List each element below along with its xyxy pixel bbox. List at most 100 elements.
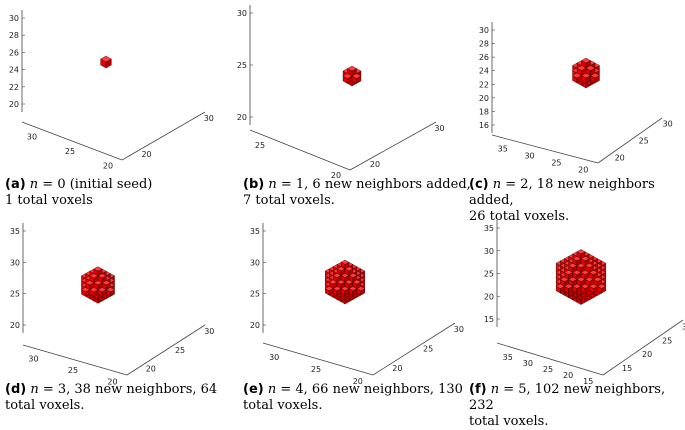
z-tick-label: 20 <box>250 321 260 330</box>
y-tick-label: 30 <box>663 120 673 129</box>
x-tick-label: 35 <box>503 353 513 362</box>
y-tick-label: 30 <box>682 323 685 332</box>
caption-variable: n <box>29 177 39 192</box>
y-tick-label: 30 <box>204 327 214 336</box>
caption-label: (c) <box>469 177 489 192</box>
z-tick-label: 35 <box>484 224 494 233</box>
caption-equation: = 2, 18 new neighbors added, <box>469 177 655 208</box>
voxel-cluster <box>342 65 362 87</box>
voxel-cluster <box>572 57 600 89</box>
voxel <box>572 256 582 266</box>
panel-c: 30 28 26 24 22 20 18 16 35 30 25 20 20 25 30 <box>456 0 685 175</box>
x-tick-label: 35 <box>498 144 508 153</box>
caption-total: total voxels. <box>243 398 323 413</box>
z-tick-label: 30 <box>237 9 247 18</box>
panel-f: 35 30 25 20 15 35 30 25 20 15 15 20 25 30 <box>456 215 685 386</box>
caption-total: 1 total voxels <box>5 193 93 208</box>
caption-total: 7 total voxels. <box>243 193 335 208</box>
x-tick-label: 20 <box>563 371 573 380</box>
x-axis <box>262 342 374 376</box>
voxel <box>93 280 103 290</box>
x-tick-label: 25 <box>311 365 321 374</box>
x-tick-label: 20 <box>331 171 341 180</box>
caption-variable: n <box>268 177 277 192</box>
z-tick-label: 28 <box>9 31 19 40</box>
z-tick-label: 24 <box>479 67 489 76</box>
caption-equation: = 0 (initial seed) <box>38 177 153 192</box>
voxel-cluster <box>100 55 112 69</box>
voxel <box>568 262 578 273</box>
voxel-face <box>576 249 586 255</box>
panel-a: 30 28 26 24 22 20 30 25 20 20 30 <box>0 0 228 170</box>
x-axis <box>22 344 128 376</box>
voxel <box>89 273 99 283</box>
caption-variable: n <box>492 177 502 192</box>
z-tick-label: 35 <box>10 227 20 236</box>
z-tick-label: 35 <box>250 227 260 236</box>
caption-d: (d) n = 3, 38 new neighbors, 64 total vo… <box>5 382 217 414</box>
voxel-plot-d: 35 30 25 20 30 25 20 20 25 30 <box>10 223 214 386</box>
caption-equation: = 1, 6 new neighbors added, <box>276 177 471 192</box>
panel-d: 35 30 25 20 30 25 20 20 25 30 <box>0 215 228 386</box>
caption-label: (f) <box>469 382 487 397</box>
x-tick-label: 30 <box>27 133 37 142</box>
x-tick-label: 30 <box>523 359 533 368</box>
z-tick-label: 16 <box>479 121 489 130</box>
y-axis <box>126 324 206 376</box>
z-tick-label: 25 <box>250 290 260 299</box>
x-axis <box>21 121 123 161</box>
caption-c: (c) n = 2, 18 new neighbors added, 26 to… <box>469 177 685 225</box>
voxel <box>576 262 586 273</box>
z-tick-label: 26 <box>9 48 19 57</box>
voxel-face <box>347 65 357 72</box>
z-tick-label: 30 <box>479 26 489 35</box>
voxel <box>576 249 586 259</box>
voxel-cluster <box>81 266 115 304</box>
x-tick-label: 15 <box>583 377 593 386</box>
x-tick-label: 25 <box>543 365 553 374</box>
y-tick-label: 20 <box>392 364 402 373</box>
panel-e: 35 30 25 20 30 25 20 20 25 30 <box>228 215 464 386</box>
z-tick-label: 18 <box>479 107 489 116</box>
z-tick-label: 20 <box>10 321 20 330</box>
voxel <box>581 57 591 69</box>
y-tick-label: 25 <box>423 345 433 354</box>
z-tick-label: 15 <box>484 315 494 324</box>
caption-f: (f) n = 5, 102 new neighbors, 232 total … <box>469 382 685 430</box>
y-tick-label: 20 <box>141 150 151 159</box>
x-tick-label: 30 <box>28 355 38 364</box>
y-axis <box>121 111 206 161</box>
x-tick-label: 20 <box>107 377 117 386</box>
caption-total: total voxels. <box>469 414 549 429</box>
voxel-face <box>340 259 350 265</box>
x-tick-label: 25 <box>551 159 561 168</box>
z-tick-label: 25 <box>237 61 247 70</box>
y-tick-label: 30 <box>434 124 444 133</box>
panel-b: 30 25 20 25 20 20 30 <box>228 0 456 180</box>
z-tick-label: 22 <box>9 83 19 92</box>
caption-b: (b) n = 1, 6 new neighbors added, 7 tota… <box>243 177 471 209</box>
caption-label: (d) <box>5 382 27 397</box>
z-tick-label: 26 <box>479 53 489 62</box>
y-axis <box>372 322 456 376</box>
voxel <box>344 266 354 276</box>
voxel <box>85 280 95 290</box>
voxel <box>328 279 338 289</box>
y-axis <box>602 319 684 376</box>
y-tick-label: 25 <box>175 346 185 355</box>
z-tick-label: 24 <box>9 66 19 75</box>
voxel-plot-e: 35 30 25 20 30 25 20 20 25 30 <box>250 223 464 386</box>
y-tick-label: 30 <box>454 325 464 334</box>
y-tick-label: 30 <box>204 114 214 123</box>
z-tick-label: 20 <box>484 292 494 301</box>
voxel-cluster <box>555 249 607 305</box>
y-axis <box>349 121 437 171</box>
z-tick-label: 20 <box>237 113 247 122</box>
x-axis <box>249 129 351 171</box>
voxel-plot-a: 30 28 26 24 22 20 30 25 20 20 30 <box>9 10 214 170</box>
z-tick-label: 30 <box>484 247 494 256</box>
voxel-plot-f: 35 30 25 20 15 35 30 25 20 15 15 20 25 30 <box>484 220 685 386</box>
caption-total: 26 total voxels. <box>469 209 570 224</box>
voxel <box>340 259 350 270</box>
x-axis <box>496 342 604 376</box>
